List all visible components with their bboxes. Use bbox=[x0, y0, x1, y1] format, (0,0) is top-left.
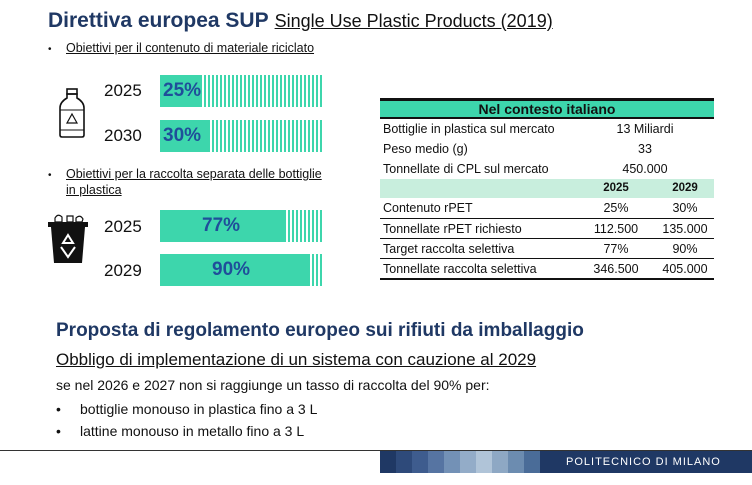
row-label: Bottiglie in plastica sul mercato bbox=[383, 122, 555, 136]
row-label: Contenuto rPET bbox=[383, 201, 473, 215]
page-title-main: Direttiva europea SUP bbox=[48, 9, 269, 32]
table-row: Contenuto rPET 25% 30% bbox=[380, 198, 714, 218]
footer-band-square bbox=[476, 451, 492, 473]
table-row: Tonnellate rPET richiesto 112.500 135.00… bbox=[380, 218, 714, 238]
table-bottom-rule bbox=[380, 278, 714, 280]
footer-brand: POLITECNICO DI MILANO bbox=[540, 451, 752, 473]
table-row: Tonnellate raccolta selettiva 346.500 40… bbox=[380, 258, 714, 278]
row-value-2029: 135.000 bbox=[662, 222, 708, 236]
recycled-bar-2025-value: 25% bbox=[163, 80, 202, 101]
recycling-bin-icon bbox=[48, 214, 88, 263]
proposal-subtitle: Obbligo di implementazione di un sistema… bbox=[56, 350, 537, 369]
recycled-year-2030: 2030 bbox=[104, 126, 142, 145]
row-value: 33 bbox=[638, 142, 652, 156]
recycled-bar-2025: 25% bbox=[160, 75, 324, 107]
recycled-bar-2030-value: 30% bbox=[163, 125, 202, 146]
row-label: Peso medio (g) bbox=[383, 142, 468, 156]
footer-color-band bbox=[380, 451, 752, 473]
footer-band-square bbox=[380, 451, 396, 473]
footer-band-square bbox=[492, 451, 508, 473]
collection-bar-2025: 77% bbox=[160, 210, 324, 242]
separate-collection-heading-line2: in plastica bbox=[66, 183, 122, 197]
row-value-2025: 25% bbox=[603, 201, 629, 215]
row-label: Tonnellate raccolta selettiva bbox=[383, 262, 537, 276]
footer-band-square bbox=[428, 451, 444, 473]
row-label: Target raccolta selettiva bbox=[383, 242, 515, 256]
recycled-bar-2030: 30% bbox=[160, 120, 324, 152]
collection-bar-2029-value: 90% bbox=[212, 259, 251, 280]
bullet: • bbox=[48, 44, 52, 55]
table-row: Tonnellate di CPL sul mercato 450.000 bbox=[380, 159, 714, 179]
table-row: Peso medio (g) 33 bbox=[380, 139, 714, 159]
row-value-2029: 90% bbox=[672, 242, 698, 256]
footer-band-square bbox=[444, 451, 460, 473]
row-value: 13 Miliardi bbox=[616, 122, 674, 136]
plastic-bottle-icon bbox=[59, 88, 85, 138]
proposal-title: Proposta di regolamento europeo sui rifi… bbox=[56, 320, 584, 341]
row-label: Tonnellate rPET richiesto bbox=[383, 222, 522, 236]
recycled-content-heading-text: Obiettivi per il contenuto di materiale … bbox=[66, 41, 315, 55]
row-value: 450.000 bbox=[622, 162, 668, 176]
proposal-bullet-2-text: lattine monouso in metallo fino a 3 L bbox=[80, 423, 305, 439]
collection-bar-2029-fill bbox=[160, 254, 308, 286]
table-row: Bottiglie in plastica sul mercato 13 Mil… bbox=[380, 119, 714, 139]
row-value-2025: 112.500 bbox=[593, 222, 639, 236]
collection-bar-2025-fill bbox=[160, 210, 286, 242]
separate-collection-heading-cont: in plastica bbox=[66, 183, 122, 197]
row-value-2029: 405.000 bbox=[662, 262, 708, 276]
row-value-2025: 77% bbox=[603, 242, 629, 256]
italian-context-title: Nel contesto italiano bbox=[380, 98, 714, 119]
proposal-text: se nel 2026 e 2027 non si raggiunge un t… bbox=[56, 377, 490, 393]
year-header-2029: 2029 bbox=[672, 182, 698, 194]
footer-band-square bbox=[412, 451, 428, 473]
italian-context-table: Nel contesto italiano Bottiglie in plast… bbox=[380, 98, 714, 280]
recycled-bar-2030-fill bbox=[160, 120, 209, 152]
recycled-bar-2025-fill bbox=[160, 75, 201, 107]
footer-band-square bbox=[508, 451, 524, 473]
bullet: • bbox=[56, 401, 61, 417]
year-header-row: 2025 2029 bbox=[380, 179, 714, 198]
proposal-bullet-1: • bottiglie monouso in plastica fino a 3 … bbox=[56, 401, 317, 417]
footer-band-square bbox=[460, 451, 476, 473]
recycled-year-2025: 2025 bbox=[104, 81, 142, 100]
year-header-2025: 2025 bbox=[603, 182, 629, 194]
collection-bar-2029: 90% bbox=[160, 254, 324, 286]
footer-band-square bbox=[524, 451, 540, 473]
separate-collection-heading: • Obiettivi per la raccolta separata dell… bbox=[48, 167, 322, 181]
page-title: Direttiva europea SUP Single Use Plastic … bbox=[48, 9, 553, 33]
collection-year-2025: 2025 bbox=[104, 217, 142, 236]
proposal-bullet-2: • lattine monouso in metallo fino a 3 L bbox=[56, 423, 304, 439]
footer-divider bbox=[0, 450, 752, 451]
recycled-content-heading: • Obiettivi per il contenuto di materiale… bbox=[48, 41, 314, 55]
row-value-2025: 346.500 bbox=[593, 262, 639, 276]
row-label: Tonnellate di CPL sul mercato bbox=[383, 162, 549, 176]
bullet: • bbox=[48, 170, 52, 181]
collection-year-2029: 2029 bbox=[104, 261, 142, 280]
footer-band-square bbox=[396, 451, 412, 473]
page-subtitle: Single Use Plastic Products (2019) bbox=[274, 11, 553, 31]
bullet: • bbox=[56, 423, 61, 439]
table-row: Target raccolta selettiva 77% 90% bbox=[380, 238, 714, 258]
collection-bar-2025-value: 77% bbox=[202, 215, 241, 236]
row-value-2029: 30% bbox=[672, 201, 698, 215]
separate-collection-heading-line1: Obiettivi per la raccolta separata delle… bbox=[66, 167, 322, 181]
proposal-bullet-1-text: bottiglie monouso in plastica fino a 3 L bbox=[80, 401, 318, 417]
